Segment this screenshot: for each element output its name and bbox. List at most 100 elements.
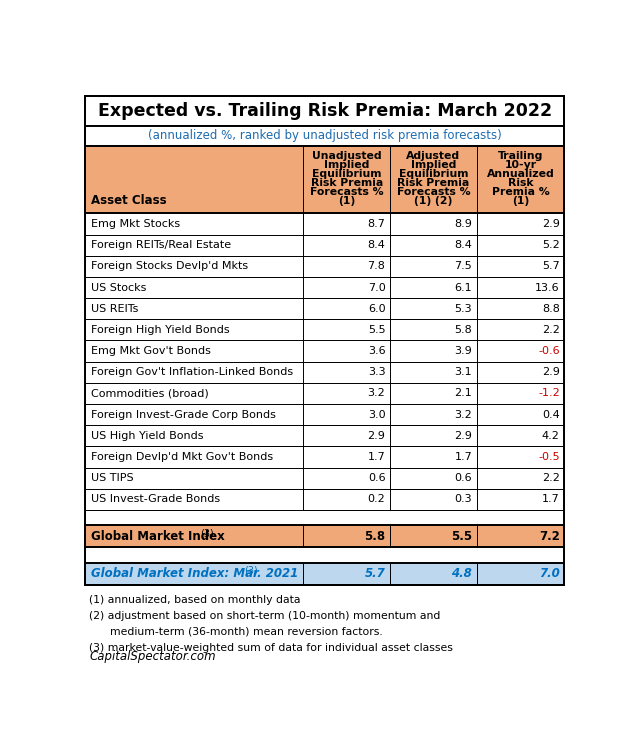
Text: (3): (3) xyxy=(244,566,258,575)
Text: Implied: Implied xyxy=(324,160,370,170)
Text: 2.9: 2.9 xyxy=(542,219,560,229)
Bar xyxy=(86,96,564,584)
Text: 8.4: 8.4 xyxy=(454,240,472,250)
Text: 3.9: 3.9 xyxy=(455,346,472,356)
Text: Global Market Index: Mar. 2021: Global Market Index: Mar. 2021 xyxy=(91,567,298,580)
Bar xyxy=(86,447,564,468)
Text: Foreign Invest-Grade Corp Bonds: Foreign Invest-Grade Corp Bonds xyxy=(91,410,276,420)
Text: Asset Class: Asset Class xyxy=(91,193,167,207)
Bar xyxy=(86,383,564,404)
Text: Premia %: Premia % xyxy=(492,187,550,198)
Bar xyxy=(86,256,564,277)
Text: 5.3: 5.3 xyxy=(455,304,472,314)
Text: Foreign Stocks Devlp'd Mkts: Foreign Stocks Devlp'd Mkts xyxy=(91,262,248,271)
Text: 10-yr: 10-yr xyxy=(505,160,536,170)
Text: 8.8: 8.8 xyxy=(542,304,560,314)
Text: (3): (3) xyxy=(200,528,214,538)
Bar xyxy=(86,126,564,146)
Text: US Invest-Grade Bonds: US Invest-Grade Bonds xyxy=(91,494,220,505)
Text: 7.5: 7.5 xyxy=(455,262,472,271)
Text: Implied: Implied xyxy=(411,160,456,170)
Text: US REITs: US REITs xyxy=(91,304,138,314)
Text: 5.8: 5.8 xyxy=(455,325,472,335)
Text: 2.9: 2.9 xyxy=(542,367,560,378)
Text: -0.5: -0.5 xyxy=(538,452,560,462)
Text: 3.1: 3.1 xyxy=(455,367,472,378)
Text: 5.5: 5.5 xyxy=(451,529,472,543)
Text: (annualized %, ranked by unadjusted risk premia forecasts): (annualized %, ranked by unadjusted risk… xyxy=(148,129,501,142)
Text: 1.7: 1.7 xyxy=(542,494,560,505)
Text: 0.3: 0.3 xyxy=(455,494,472,505)
Text: (1) annualized, based on monthly data: (1) annualized, based on monthly data xyxy=(89,595,301,605)
Text: -0.6: -0.6 xyxy=(538,346,560,356)
Bar xyxy=(86,277,564,298)
Text: Emg Mkt Gov't Bonds: Emg Mkt Gov't Bonds xyxy=(91,346,210,356)
Text: Annualized: Annualized xyxy=(487,169,555,179)
Text: US Stocks: US Stocks xyxy=(91,283,146,293)
Text: Commodities (broad): Commodities (broad) xyxy=(91,389,209,399)
Text: 7.0: 7.0 xyxy=(539,567,560,580)
Text: 4.8: 4.8 xyxy=(451,567,472,580)
Text: 3.0: 3.0 xyxy=(368,410,385,420)
Text: 5.8: 5.8 xyxy=(365,529,385,543)
Text: 7.2: 7.2 xyxy=(539,529,560,543)
Text: 2.9: 2.9 xyxy=(454,431,472,441)
Text: 5.7: 5.7 xyxy=(365,567,385,580)
Text: Risk: Risk xyxy=(508,178,533,188)
Bar xyxy=(86,298,564,320)
Text: 2.2: 2.2 xyxy=(542,325,560,335)
Text: (1): (1) xyxy=(512,196,529,207)
Bar xyxy=(86,235,564,256)
Text: Forecasts %: Forecasts % xyxy=(397,187,470,198)
Text: Foreign High Yield Bonds: Foreign High Yield Bonds xyxy=(91,325,230,335)
Text: (3) market-value-weighted sum of data for individual asset classes: (3) market-value-weighted sum of data fo… xyxy=(89,643,453,653)
Bar xyxy=(86,404,564,425)
Text: 1.7: 1.7 xyxy=(368,452,385,462)
Text: 0.6: 0.6 xyxy=(455,473,472,483)
Text: 7.8: 7.8 xyxy=(368,262,385,271)
Text: Equilibrium: Equilibrium xyxy=(399,169,468,179)
Text: 1.7: 1.7 xyxy=(455,452,472,462)
Text: Unadjusted: Unadjusted xyxy=(312,151,382,161)
Text: Foreign Devlp'd Mkt Gov't Bonds: Foreign Devlp'd Mkt Gov't Bonds xyxy=(91,452,273,462)
Text: 3.6: 3.6 xyxy=(368,346,385,356)
Text: Trailing: Trailing xyxy=(498,151,543,161)
Text: 8.7: 8.7 xyxy=(368,219,385,229)
Text: 2.9: 2.9 xyxy=(368,431,385,441)
Text: 0.6: 0.6 xyxy=(368,473,385,483)
Text: Foreign Gov't Inflation-Linked Bonds: Foreign Gov't Inflation-Linked Bonds xyxy=(91,367,293,378)
Text: 4.2: 4.2 xyxy=(542,431,560,441)
Bar xyxy=(86,425,564,447)
Text: Equilibrium: Equilibrium xyxy=(312,169,382,179)
Text: Global Market Index: Global Market Index xyxy=(91,529,224,543)
Bar xyxy=(86,320,564,341)
Text: 0.4: 0.4 xyxy=(542,410,560,420)
Text: Forecasts %: Forecasts % xyxy=(310,187,384,198)
Text: 6.0: 6.0 xyxy=(368,304,385,314)
Text: Expected vs. Trailing Risk Premia: March 2022: Expected vs. Trailing Risk Premia: March… xyxy=(98,102,552,120)
Bar xyxy=(86,562,564,584)
Bar xyxy=(86,96,564,126)
Text: 13.6: 13.6 xyxy=(535,283,560,293)
Bar xyxy=(86,146,564,214)
Text: 5.5: 5.5 xyxy=(368,325,385,335)
Bar xyxy=(86,362,564,383)
Text: Emg Mkt Stocks: Emg Mkt Stocks xyxy=(91,219,180,229)
Text: medium-term (36-month) mean reversion factors.: medium-term (36-month) mean reversion fa… xyxy=(89,627,383,637)
Text: 8.9: 8.9 xyxy=(454,219,472,229)
Text: 0.2: 0.2 xyxy=(368,494,385,505)
Bar xyxy=(86,468,564,489)
Text: (1): (1) xyxy=(338,196,355,207)
Bar xyxy=(86,214,564,235)
Text: Risk Premia: Risk Premia xyxy=(398,178,470,188)
Bar xyxy=(86,526,564,547)
Text: 2.1: 2.1 xyxy=(455,389,472,399)
Bar xyxy=(86,510,564,526)
Text: 3.3: 3.3 xyxy=(368,367,385,378)
Text: Adjusted: Adjusted xyxy=(406,151,460,161)
Text: 8.4: 8.4 xyxy=(368,240,385,250)
Text: US TIPS: US TIPS xyxy=(91,473,134,483)
Bar xyxy=(86,547,564,562)
Text: 3.2: 3.2 xyxy=(368,389,385,399)
Text: 7.0: 7.0 xyxy=(368,283,385,293)
